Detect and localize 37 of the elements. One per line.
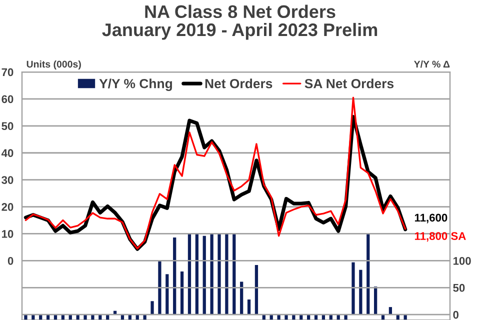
bar: [225, 234, 228, 315]
text: 11,800 SA: [414, 232, 466, 242]
legend-label: Y/Y % Chng: [99, 78, 172, 91]
bar: [240, 282, 244, 315]
y-tick-label: 30: [2, 176, 14, 184]
bar: [366, 234, 370, 315]
y-tick-label: 50: [2, 122, 14, 130]
bar: [247, 300, 251, 315]
bar: [254, 265, 258, 315]
y-tick-label: 20: [2, 203, 14, 211]
bar: [232, 234, 236, 315]
y-tick-label: 10: [2, 230, 14, 238]
bar: [188, 234, 192, 315]
bar: [150, 301, 154, 315]
y-tick-label: 0: [8, 256, 14, 265]
legend-label: Net Orders: [205, 78, 272, 88]
bar: [166, 274, 169, 315]
y-axis-title: Units (000s): [26, 60, 81, 70]
bar: [202, 236, 206, 315]
bar: [218, 234, 221, 315]
bar: [359, 270, 362, 315]
y-tick-label: 40: [1, 149, 14, 158]
text: 11,600: [414, 214, 448, 224]
y2-tick-label: 0: [453, 310, 458, 319]
y-tick-label: 60: [2, 95, 14, 104]
bar: [158, 261, 162, 315]
bar: [180, 271, 184, 315]
bar: [173, 238, 176, 315]
bar: [352, 262, 355, 315]
y-tick-label: 70: [2, 68, 14, 76]
legend-label: SA Net Orders: [304, 78, 394, 88]
y2-tick-label: 50: [453, 284, 465, 292]
y2-axis-title: Y/Y % Δ: [414, 60, 450, 68]
chart-title: NA Class 8 Net Orders January 2019 - April 2023 Prelim: [102, 4, 378, 40]
bar: [195, 234, 198, 315]
bar: [210, 234, 214, 315]
y2-tick-label: 100: [453, 256, 471, 265]
